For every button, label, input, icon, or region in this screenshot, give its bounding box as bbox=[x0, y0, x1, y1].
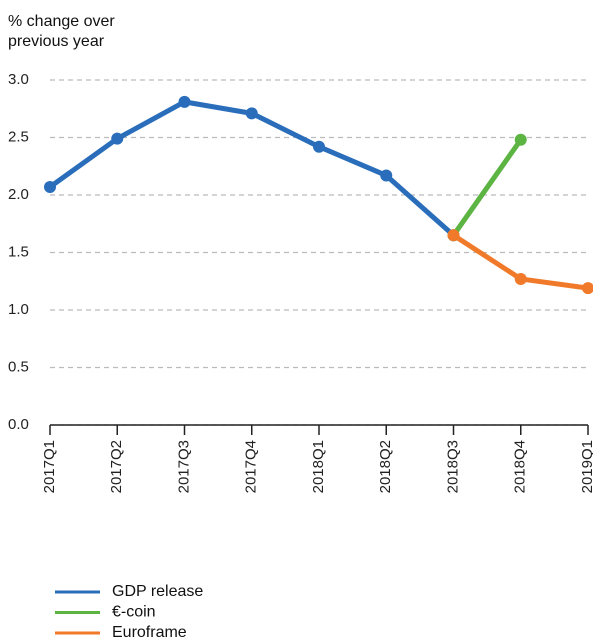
x-tick-label: 2019Q1 bbox=[579, 440, 593, 493]
x-tick-label: 2017Q2 bbox=[108, 440, 125, 493]
y-tick-label: 2.0 bbox=[8, 186, 29, 203]
marker bbox=[313, 140, 325, 153]
marker bbox=[447, 229, 460, 242]
y-tick-label: 1.0 bbox=[8, 301, 29, 318]
x-tick-label: 2018Q4 bbox=[512, 440, 529, 493]
x-tick-label: 2018Q3 bbox=[444, 440, 461, 493]
marker bbox=[245, 107, 258, 120]
marker bbox=[514, 133, 527, 146]
x-tick-label: 2018Q2 bbox=[377, 440, 394, 493]
y-tick-label: 2.5 bbox=[8, 128, 29, 145]
x-tick-label: 2018Q1 bbox=[310, 440, 327, 493]
legend-label: €-coin bbox=[112, 604, 156, 621]
y-tick-label: 0.0 bbox=[8, 416, 29, 433]
series-line bbox=[48, 99, 456, 238]
x-tick-label: 2017Q3 bbox=[175, 440, 192, 493]
marker bbox=[514, 272, 527, 285]
marker bbox=[178, 95, 191, 108]
y-tick-label: 0.5 bbox=[8, 358, 29, 375]
y-tick-label: 1.5 bbox=[8, 243, 29, 260]
legend-label: Euroframe bbox=[112, 624, 187, 641]
x-tick-label: 2017Q1 bbox=[41, 440, 58, 493]
marker bbox=[380, 169, 393, 182]
marker bbox=[111, 132, 124, 145]
x-tick-label: 2017Q4 bbox=[243, 440, 260, 493]
marker bbox=[582, 282, 593, 295]
legend-label: GDP release bbox=[112, 583, 203, 600]
series-line bbox=[451, 138, 523, 237]
y-tick-label: 3.0 bbox=[8, 71, 29, 88]
marker bbox=[44, 180, 56, 193]
y-axis-label: % change over previous year bbox=[8, 13, 115, 50]
